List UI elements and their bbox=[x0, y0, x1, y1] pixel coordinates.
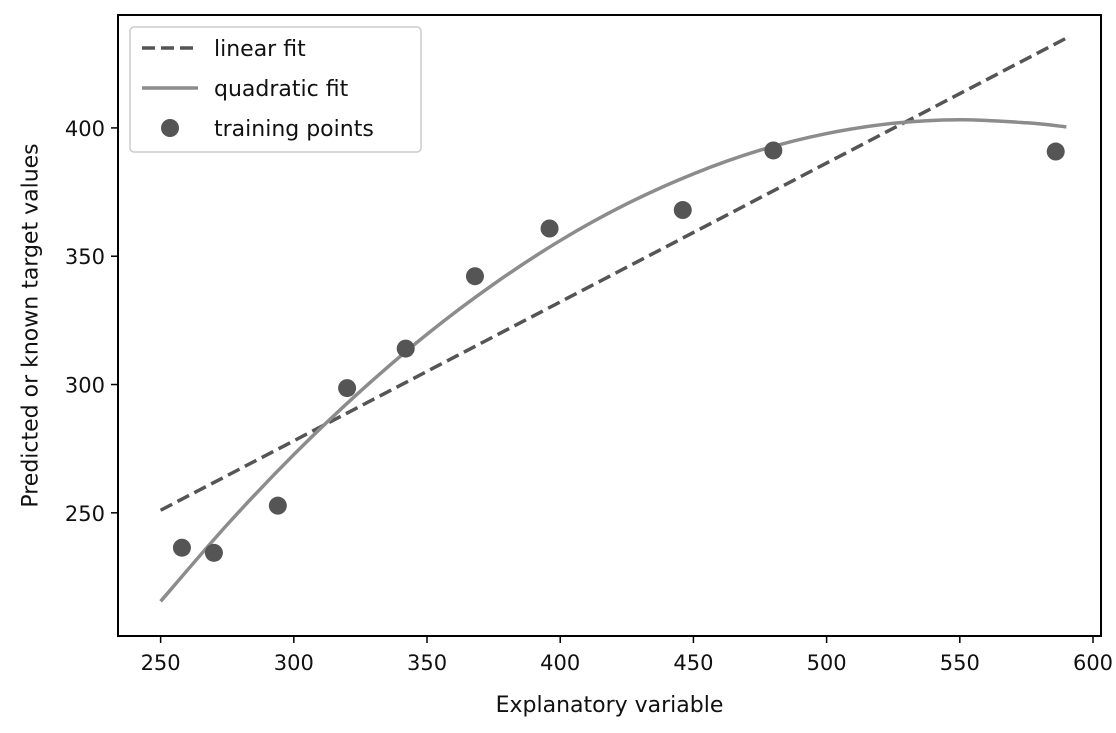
legend-training-points-swatch bbox=[161, 119, 179, 137]
y-tick-label: 400 bbox=[65, 117, 105, 141]
x-tick-label: 350 bbox=[407, 651, 447, 675]
y-tick-label: 300 bbox=[65, 374, 105, 398]
training-point bbox=[1046, 142, 1065, 161]
axes-frame bbox=[117, 14, 1102, 637]
training-point bbox=[268, 496, 287, 515]
x-tick-label: 400 bbox=[540, 651, 580, 675]
training-point bbox=[172, 538, 191, 557]
training-point bbox=[764, 141, 783, 160]
x-tick-label: 600 bbox=[1073, 651, 1113, 675]
x-tick-label: 250 bbox=[141, 651, 181, 675]
training-point bbox=[465, 267, 484, 286]
y-tick-label: 350 bbox=[65, 245, 105, 269]
x-tick-label: 300 bbox=[274, 651, 314, 675]
legend-quadratic-fit-label: quadratic fit bbox=[214, 77, 349, 102]
x-tick-label: 500 bbox=[807, 651, 847, 675]
training-point bbox=[204, 543, 223, 562]
training-point bbox=[396, 339, 415, 358]
legend-box bbox=[129, 26, 422, 153]
legend: linear fit quadratic fit training points bbox=[129, 26, 422, 153]
plot-area bbox=[159, 36, 1068, 603]
y-axis-ticks: 250 300 350 400 bbox=[65, 117, 118, 526]
training-point bbox=[540, 219, 559, 238]
training-point bbox=[673, 201, 692, 220]
legend-linear-fit-label: linear fit bbox=[214, 37, 306, 62]
training-point bbox=[338, 379, 357, 398]
x-tick-label: 550 bbox=[940, 651, 980, 675]
x-tick-label: 450 bbox=[673, 651, 713, 675]
y-axis-label: Predicted or known target values bbox=[19, 143, 44, 507]
legend-training-points-label: training points bbox=[214, 117, 374, 142]
quadratic-fit-line bbox=[159, 117, 1067, 603]
x-axis-ticks: 250 300 350 400 450 500 550 600 bbox=[141, 636, 1113, 675]
y-tick-label: 250 bbox=[65, 502, 105, 526]
x-axis-label: Explanatory variable bbox=[496, 693, 724, 718]
